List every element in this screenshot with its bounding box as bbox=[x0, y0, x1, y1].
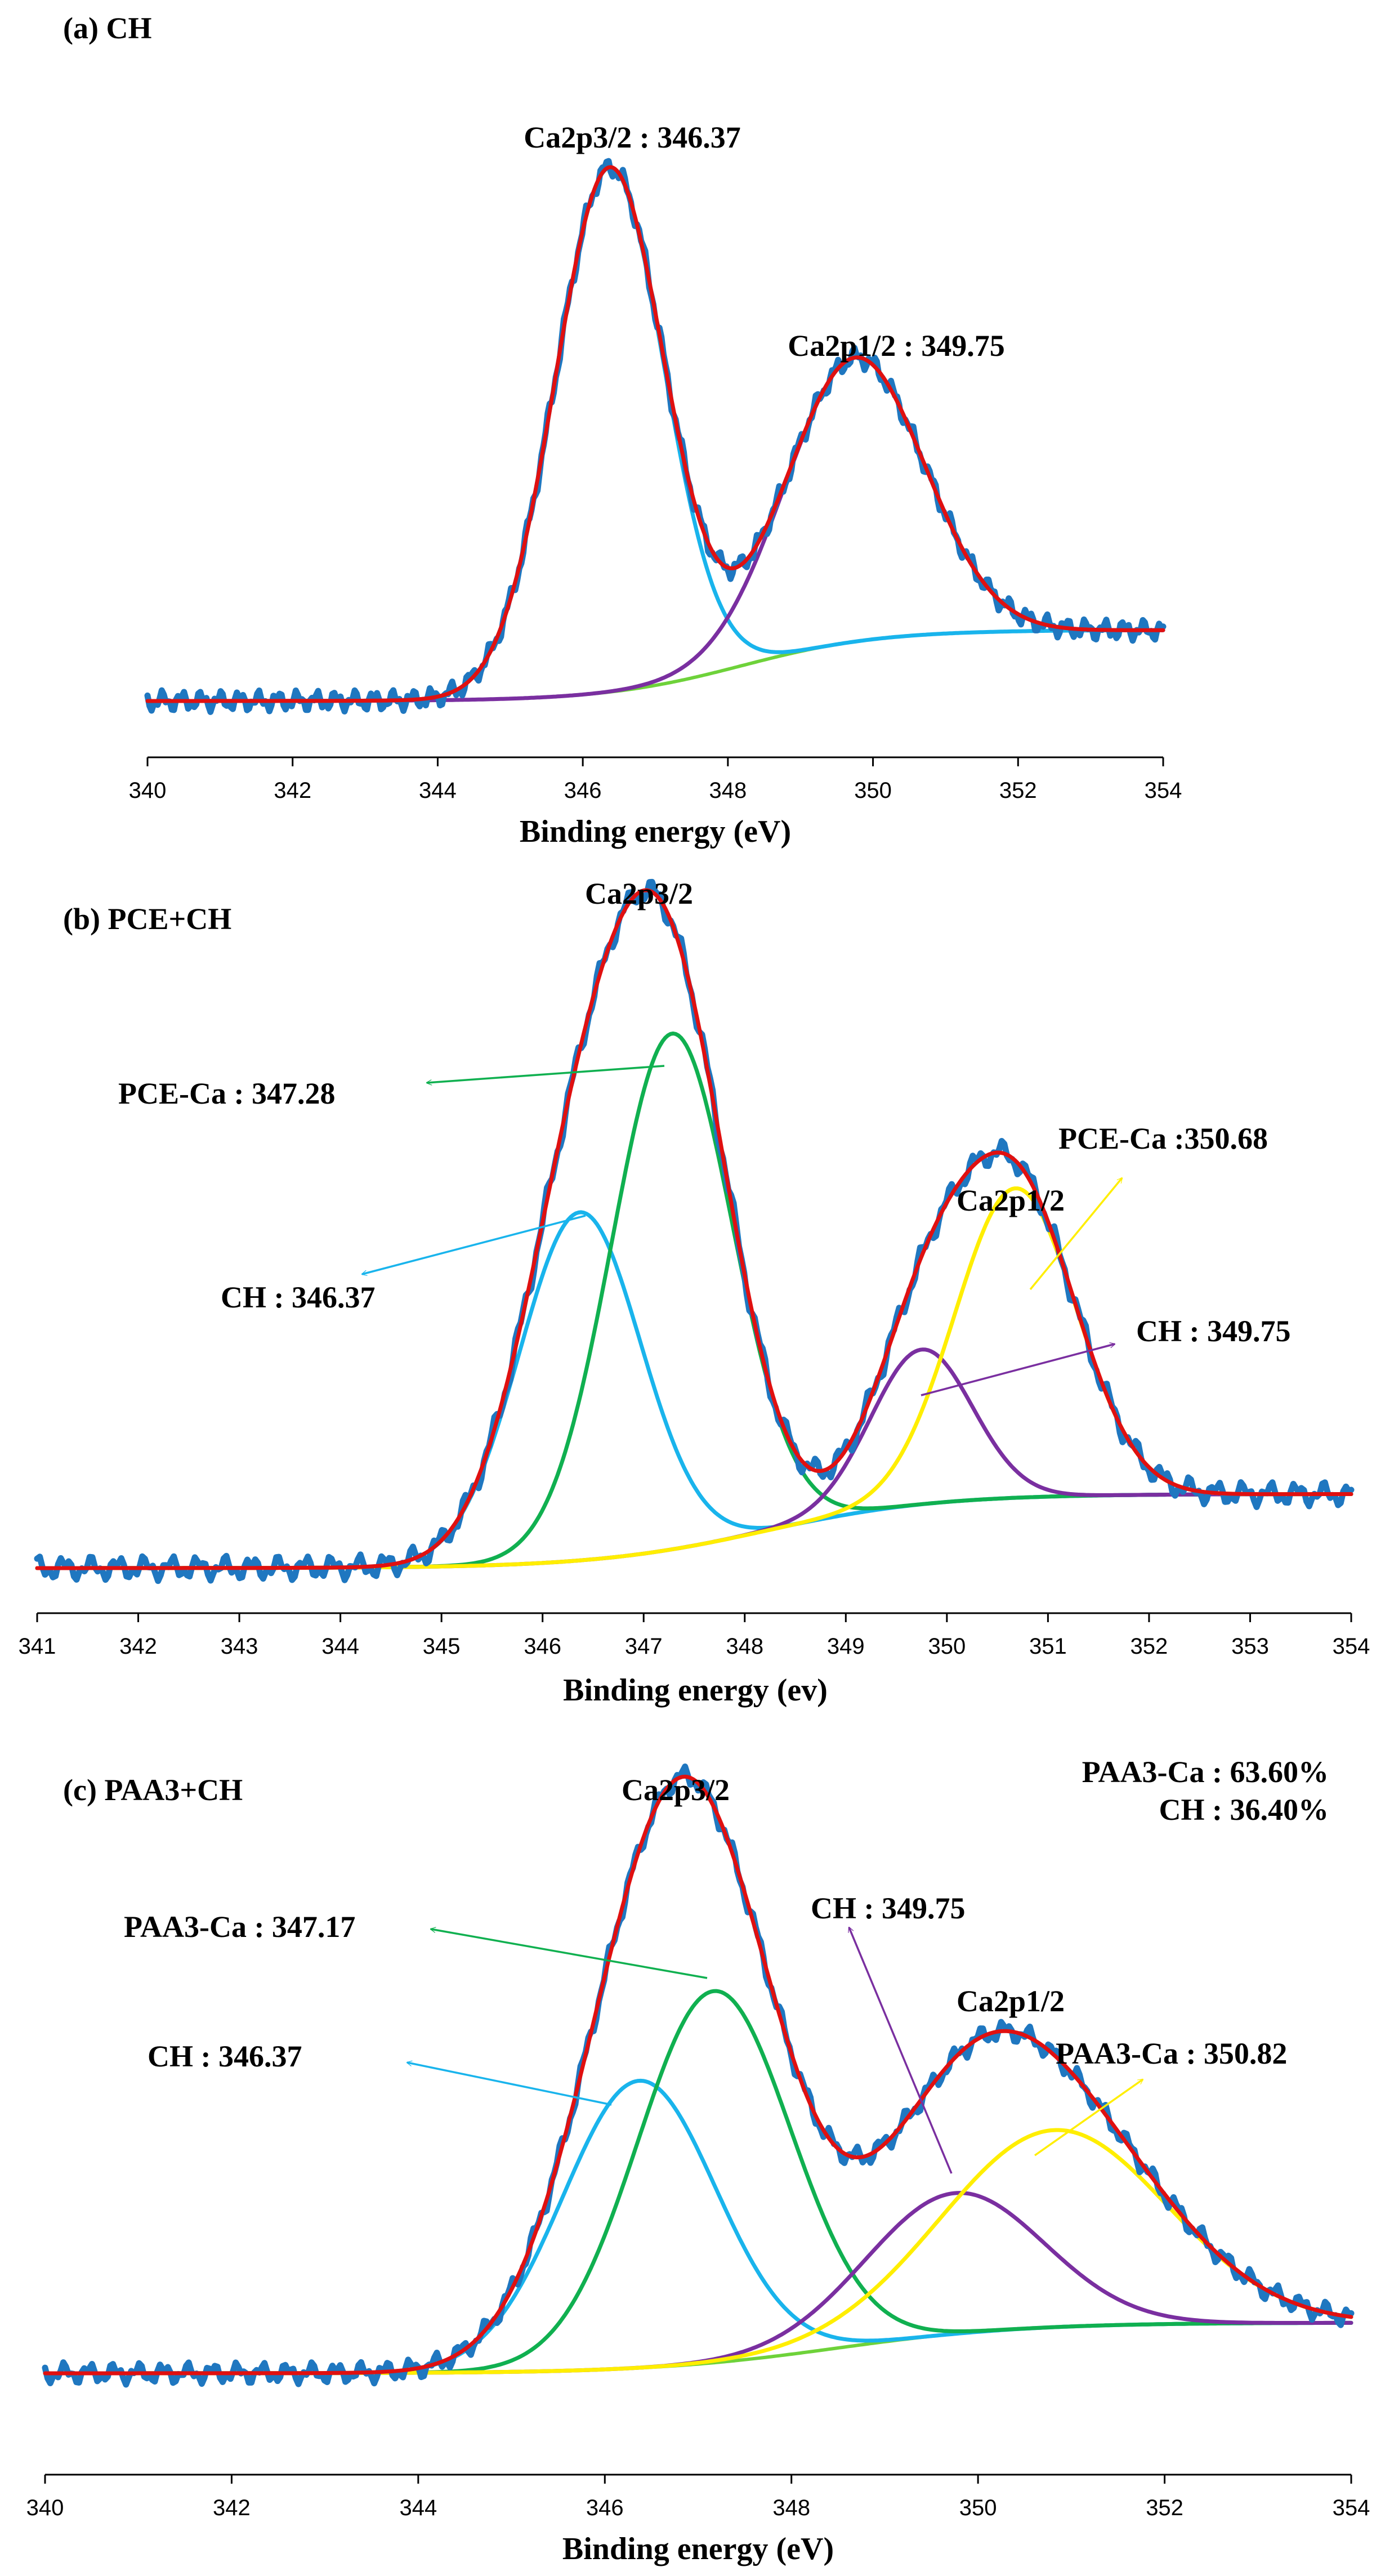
panel-b-label-ch-349: CH : 349.75 bbox=[1136, 1314, 1290, 1348]
panel-b-x-axis-title: Binding energy (ev) bbox=[563, 1673, 828, 1708]
panel-a-series-background bbox=[146, 628, 1165, 703]
panel-b: (b) PCE+CH 341 342 343 344 345 346 347 348 349 35… bbox=[19, 877, 1370, 1708]
panel-c-tick-label: 354 bbox=[1333, 2495, 1370, 2520]
panel-b-arrow-ch-349 bbox=[921, 1344, 1115, 1396]
panel-c-label-ch-346: CH : 346.37 bbox=[148, 2039, 302, 2073]
panel-a-series-ca2p1-2 bbox=[145, 355, 1165, 703]
panel-a-tick-label: 348 bbox=[709, 778, 747, 803]
panel-b-tick-label: 344 bbox=[321, 1634, 359, 1659]
panel-b-tick-label: 353 bbox=[1231, 1634, 1269, 1659]
panel-b-series-ch-349-75 bbox=[35, 1347, 1353, 1570]
panel-a-tick-label: 340 bbox=[129, 778, 167, 803]
panel-c-label-ca2p12: Ca2p1/2 bbox=[957, 1984, 1065, 2018]
panel-b-label-pce-ca-350: PCE-Ca :350.68 bbox=[1058, 1122, 1268, 1155]
panel-b-tick-label: 347 bbox=[625, 1634, 663, 1659]
panel-c-x-ticks: 340 342 344 346 348 350 352 354 bbox=[26, 2475, 1370, 2520]
panel-b-series-background bbox=[35, 1492, 1353, 1570]
panel-c-title: (c) PAA3+CH bbox=[63, 1773, 243, 1807]
panel-b-series-raw bbox=[34, 878, 1355, 1584]
panel-b-tick-label: 351 bbox=[1029, 1634, 1067, 1659]
panel-c-tick-label: 350 bbox=[959, 2495, 997, 2520]
panel-a-x-ticks: 340 342 344 346 348 350 352 354 bbox=[129, 757, 1182, 803]
panel-b-arrow-pce-ca-347 bbox=[427, 1065, 665, 1083]
panel-b-x-ticks: 341 342 343 344 345 346 347 348 349 350 351 352 353 3… bbox=[19, 1613, 1370, 1659]
panel-c-label-ca2p32: Ca2p3/2 bbox=[622, 1773, 730, 1807]
panel-a-tick-label: 344 bbox=[419, 778, 457, 803]
panel-b-arrow-ch-346 bbox=[362, 1215, 586, 1274]
panel-c-composition-paa3: PAA3-Ca : 63.60% bbox=[1082, 1755, 1329, 1789]
panel-b-label-pce-ca-347: PCE-Ca : 347.28 bbox=[118, 1077, 335, 1110]
panel-b-tick-label: 349 bbox=[827, 1634, 865, 1659]
panel-c-tick-label: 340 bbox=[26, 2495, 64, 2520]
panel-a-tick-label: 346 bbox=[564, 778, 602, 803]
panel-b-tick-label: 342 bbox=[119, 1634, 157, 1659]
panel-c-arrow-ch-349 bbox=[849, 1927, 953, 2174]
panel-b-tick-label: 348 bbox=[726, 1634, 763, 1659]
panel-b-arrow-pce-ca-350 bbox=[1029, 1178, 1122, 1291]
panel-b-curves bbox=[34, 878, 1355, 1584]
panel-b-label-ca2p12: Ca2p1/2 bbox=[957, 1184, 1065, 1217]
panel-a-tick-label: 342 bbox=[274, 778, 311, 803]
panel-c-arrow-paa3-ca-347 bbox=[431, 1929, 708, 1979]
panel-a-tick-label: 350 bbox=[854, 778, 892, 803]
panel-c-series-raw bbox=[42, 1764, 1355, 2388]
panel-c-arrow-ch-346 bbox=[407, 2062, 612, 2106]
panel-a-series-ca2p3-2 bbox=[145, 166, 1165, 703]
panel-b-label-ca2p32: Ca2p3/2 bbox=[585, 877, 693, 910]
panel-a-peak-label-ca2p12: Ca2p1/2 : 349.75 bbox=[788, 329, 1005, 363]
panel-b-tick-label: 346 bbox=[524, 1634, 561, 1659]
panel-c-series-fit bbox=[43, 1774, 1353, 2376]
panel-c-label-paa3-ca-350: PAA3-Ca : 350.82 bbox=[1056, 2037, 1287, 2070]
panel-a-series-raw bbox=[144, 158, 1167, 715]
panel-a-peak-label-ca2p32: Ca2p3/2 : 346.37 bbox=[524, 120, 741, 154]
panel-c-composition-ch: CH : 36.40% bbox=[1159, 1793, 1329, 1827]
panel-c-x-axis-title: Binding energy (eV) bbox=[562, 2532, 834, 2566]
panel-a: (a) CH 340 342 344 346 348 350 352 354 Binding … bbox=[63, 11, 1182, 849]
panel-c-curves bbox=[42, 1764, 1355, 2388]
panel-c-tick-label: 346 bbox=[586, 2495, 624, 2520]
panel-b-label-ch-346: CH : 346.37 bbox=[221, 1280, 375, 1314]
panel-b-tick-label: 345 bbox=[423, 1634, 461, 1659]
panel-a-curves bbox=[144, 158, 1167, 715]
panel-c-label-paa3-ca-347: PAA3-Ca : 347.17 bbox=[124, 1910, 355, 1944]
panel-b-title: (b) PCE+CH bbox=[63, 902, 231, 936]
panel-c-arrow-paa3-ca-350 bbox=[1034, 2078, 1143, 2157]
panel-c-series-paa3-ca-350-82 bbox=[43, 2128, 1353, 2376]
panel-a-x-axis-title: Binding energy (eV) bbox=[520, 814, 791, 849]
panel-b-tick-label: 352 bbox=[1131, 1634, 1168, 1659]
panel-b-series-ch-346-37 bbox=[35, 1210, 1353, 1570]
panel-c-tick-label: 348 bbox=[772, 2495, 810, 2520]
panel-a-title: (a) CH bbox=[63, 11, 151, 45]
panel-b-tick-label: 343 bbox=[221, 1634, 258, 1659]
panel-b-tick-label: 354 bbox=[1333, 1634, 1370, 1659]
panel-c: (c) PAA3+CH PAA3-Ca : 63.60% CH : 36.40%… bbox=[26, 1755, 1370, 2566]
panel-b-tick-label: 341 bbox=[19, 1634, 56, 1659]
panel-c-tick-label: 352 bbox=[1146, 2495, 1183, 2520]
panel-c-series-ch-346-37 bbox=[43, 2078, 1353, 2376]
panel-b-tick-label: 350 bbox=[928, 1634, 966, 1659]
panel-a-series-fit bbox=[145, 165, 1165, 703]
panel-c-tick-label: 344 bbox=[399, 2495, 437, 2520]
panel-b-series-pce-ca-350-68 bbox=[35, 1186, 1353, 1570]
panel-c-tick-label: 342 bbox=[213, 2495, 251, 2520]
panel-a-tick-label: 354 bbox=[1145, 778, 1182, 803]
panel-c-label-ch-349: CH : 349.75 bbox=[811, 1891, 965, 1925]
panel-b-series-fit bbox=[35, 888, 1353, 1570]
panel-a-tick-label: 352 bbox=[999, 778, 1037, 803]
panel-c-series-ch-349-75 bbox=[43, 2191, 1353, 2376]
